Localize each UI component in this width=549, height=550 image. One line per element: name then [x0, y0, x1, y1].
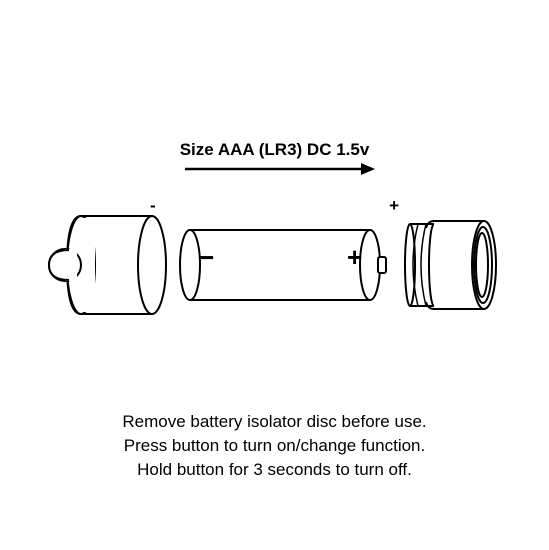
battery-diagram: - Size AAA (LR3) DC 1.5v + [0, 140, 549, 340]
instruction-line-2: Press button to turn on/change function. [0, 434, 549, 458]
right-cap-icon [405, 221, 496, 309]
battery-spec-row: - Size AAA (LR3) DC 1.5v + [0, 140, 549, 160]
instructions-text: Remove battery isolator disc before use.… [0, 410, 549, 481]
instruction-line-3: Hold button for 3 seconds to turn off. [0, 458, 549, 482]
battery-spec-label: Size AAA (LR3) DC 1.5v [180, 140, 370, 160]
battery-components-illustration [0, 176, 549, 336]
battery-minus-terminal-icon: − [198, 242, 214, 274]
left-cap-icon [49, 216, 166, 314]
battery-plus-terminal-icon: + [347, 242, 362, 273]
direction-arrow-icon [185, 162, 385, 176]
instruction-line-1: Remove battery isolator disc before use. [0, 410, 549, 434]
